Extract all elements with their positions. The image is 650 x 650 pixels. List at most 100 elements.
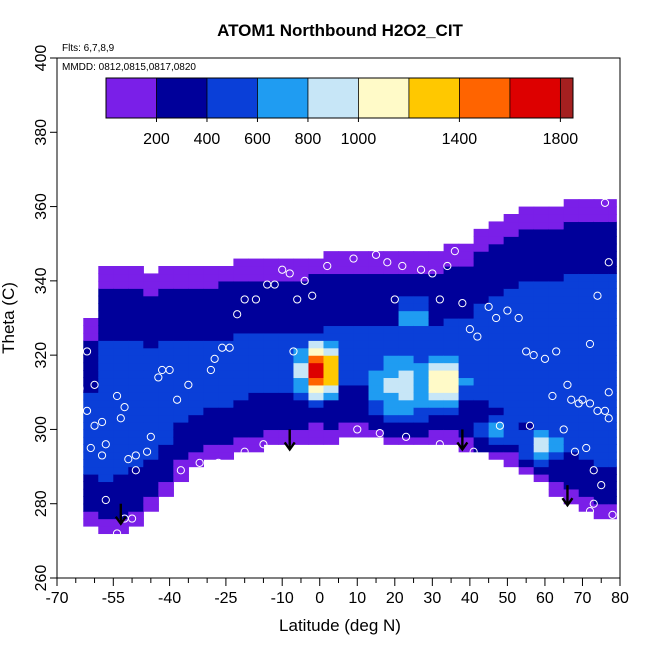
heatmap-cell	[263, 340, 280, 349]
heatmap-cell	[308, 303, 325, 312]
heatmap-cell	[608, 266, 617, 275]
heatmap-cell	[473, 295, 490, 304]
heatmap-cell	[188, 273, 204, 282]
heatmap-cell	[518, 429, 535, 438]
heatmap-cell	[218, 451, 235, 460]
heatmap-cell	[593, 273, 610, 282]
heatmap-cell	[248, 436, 265, 445]
heatmap-cell	[188, 295, 204, 304]
heatmap-cell	[143, 407, 159, 416]
heatmap-cell	[158, 474, 174, 483]
heatmap-cell	[293, 280, 310, 289]
sample-point	[165, 365, 174, 375]
heatmap-cell	[488, 362, 505, 371]
heatmap-cell	[533, 340, 550, 349]
heatmap-cell	[233, 318, 250, 327]
heatmap-cell	[488, 303, 505, 312]
heatmap-cell	[158, 310, 174, 319]
heatmap-cell	[518, 310, 535, 319]
heatmap-cell	[548, 370, 565, 379]
heatmap-cell	[443, 429, 460, 438]
x-tick-label: 30	[423, 590, 441, 607]
heatmap-cell	[503, 258, 520, 267]
heatmap-cell	[593, 451, 610, 460]
heatmap-cell	[233, 422, 250, 431]
heatmap-cell	[218, 384, 235, 393]
heatmap-cell	[458, 310, 475, 319]
heatmap-cell	[98, 407, 114, 416]
sample-point	[323, 261, 332, 271]
heatmap-cell	[353, 407, 370, 416]
heatmap-cell	[263, 266, 280, 275]
heatmap-cell	[143, 347, 159, 356]
colorbar-tick-label: 1000	[341, 131, 377, 148]
heatmap-cell	[83, 392, 99, 401]
heatmap-cell	[503, 355, 520, 364]
sample-point	[604, 388, 613, 397]
heatmap-cell	[398, 407, 415, 416]
heatmap-cell	[143, 355, 159, 364]
heatmap-cell	[443, 251, 460, 260]
heatmap-cell	[158, 466, 174, 475]
heatmap-cell	[308, 340, 325, 349]
heatmap-cell	[98, 518, 114, 527]
heatmap-cell	[143, 503, 159, 512]
sample-point	[86, 443, 95, 453]
heatmap-cell	[113, 466, 129, 475]
heatmap-cell	[173, 280, 189, 289]
heatmap-cell	[188, 280, 204, 289]
sample-point	[195, 458, 204, 467]
heatmap-cell	[563, 199, 580, 208]
heatmap-cell	[113, 451, 129, 460]
heatmap-cell	[593, 414, 610, 423]
heatmap-cell	[323, 384, 340, 393]
heatmap-cell	[503, 377, 520, 386]
heatmap-cell	[233, 362, 250, 371]
heatmap-cell	[398, 310, 415, 319]
heatmap-cell	[218, 422, 235, 431]
heatmap-cell	[248, 422, 265, 431]
down-arrow-icon	[283, 429, 296, 452]
heatmap-cell	[488, 266, 505, 275]
heatmap-cell	[548, 436, 565, 445]
heatmap-cell	[578, 228, 595, 237]
heatmap-cell	[158, 332, 174, 341]
heatmap-cell	[143, 295, 159, 304]
heatmap-cell	[248, 355, 265, 364]
heatmap-cell	[443, 325, 460, 334]
colorbar-segment	[509, 78, 561, 118]
heatmap-cell	[593, 295, 610, 304]
flights-note: Flts: 6,7,8,9	[62, 43, 115, 54]
heatmap-cell	[383, 288, 400, 297]
heatmap-cell	[578, 436, 595, 445]
heatmap-cell	[533, 206, 550, 215]
heatmap-cell	[128, 362, 144, 371]
heatmap-cell	[233, 429, 250, 438]
heatmap-cell	[113, 325, 129, 334]
heatmap-cell	[98, 310, 114, 319]
heatmap-cell	[608, 488, 617, 497]
heatmap-cell	[278, 370, 295, 379]
heatmap-cell	[188, 414, 204, 423]
heatmap-cell	[203, 407, 219, 416]
x-tick-label: 50	[499, 590, 517, 607]
heatmap-cell	[338, 340, 355, 349]
heatmap-cell	[593, 377, 610, 386]
heatmap-cell	[593, 221, 610, 230]
heatmap-cell	[128, 384, 144, 393]
heatmap-cell	[83, 518, 99, 527]
heatmap-cell	[593, 496, 610, 505]
heatmap-cell	[533, 273, 550, 282]
heatmap-cell	[203, 340, 219, 349]
heatmap-cell	[263, 288, 280, 297]
heatmap-cell	[143, 362, 159, 371]
heatmap-cell	[518, 459, 535, 468]
heatmap-cell	[323, 362, 340, 371]
heatmap-cell	[443, 273, 460, 282]
heatmap-cell	[413, 273, 430, 282]
heatmap-cell	[233, 258, 250, 267]
heatmap-cell	[533, 243, 550, 252]
sample-point	[570, 447, 580, 456]
heatmap-cell	[323, 288, 340, 297]
heatmap-cell	[353, 414, 370, 423]
